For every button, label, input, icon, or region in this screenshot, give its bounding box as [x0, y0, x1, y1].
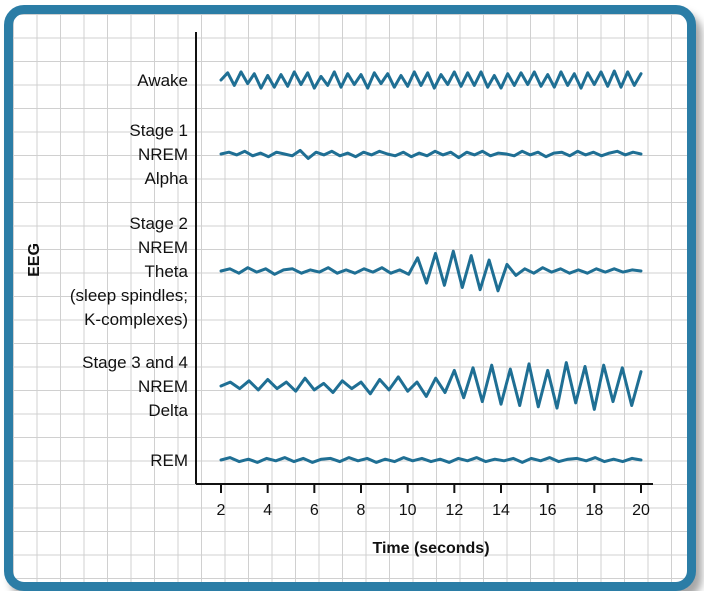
x-tick-label: 20 — [632, 502, 650, 519]
series-waveform-4 — [219, 456, 643, 464]
x-tick-label: 8 — [357, 502, 366, 519]
x-tick-label: 10 — [399, 502, 417, 519]
series-waveform-0 — [219, 69, 643, 90]
series-label-line: Awake — [137, 71, 188, 90]
x-axis-title: Time (seconds) — [372, 540, 489, 557]
series-label-line: Theta — [145, 262, 189, 281]
series-label-line: K-complexes) — [84, 310, 188, 329]
x-tick-label: 4 — [263, 502, 272, 519]
x-tick-label: 6 — [310, 502, 319, 519]
x-tick-label: 16 — [539, 502, 557, 519]
x-tick-label: 2 — [217, 502, 226, 519]
series-label-line: Delta — [148, 401, 188, 420]
x-tick-label: 12 — [445, 502, 463, 519]
series-label-line: Stage 3 and 4 — [82, 353, 188, 372]
chart-frame: Awake Stage 1 NREM Alpha Stage 2 NREM Theta (sl… — [4, 5, 696, 591]
series-waveform-3 — [219, 361, 643, 411]
x-tick-label: 14 — [492, 502, 510, 519]
series-label-line: Stage 1 — [129, 121, 188, 140]
y-axis-title: EEG — [26, 243, 43, 277]
series-waveform-1 — [219, 148, 643, 160]
series-label-line: NREM — [138, 145, 188, 164]
series-label-line: NREM — [138, 238, 188, 257]
x-tick-label: 18 — [585, 502, 603, 519]
series-label-line: REM — [150, 451, 188, 470]
series-label-line: Stage 2 — [129, 214, 188, 233]
series-label-line: Alpha — [145, 169, 189, 188]
eeg-chart: Awake Stage 1 NREM Alpha Stage 2 NREM Theta (sl… — [26, 32, 653, 557]
series-label-line: (sleep spindles; — [70, 286, 188, 305]
series-label-line: NREM — [138, 377, 188, 396]
series-waveform-2 — [219, 249, 643, 293]
